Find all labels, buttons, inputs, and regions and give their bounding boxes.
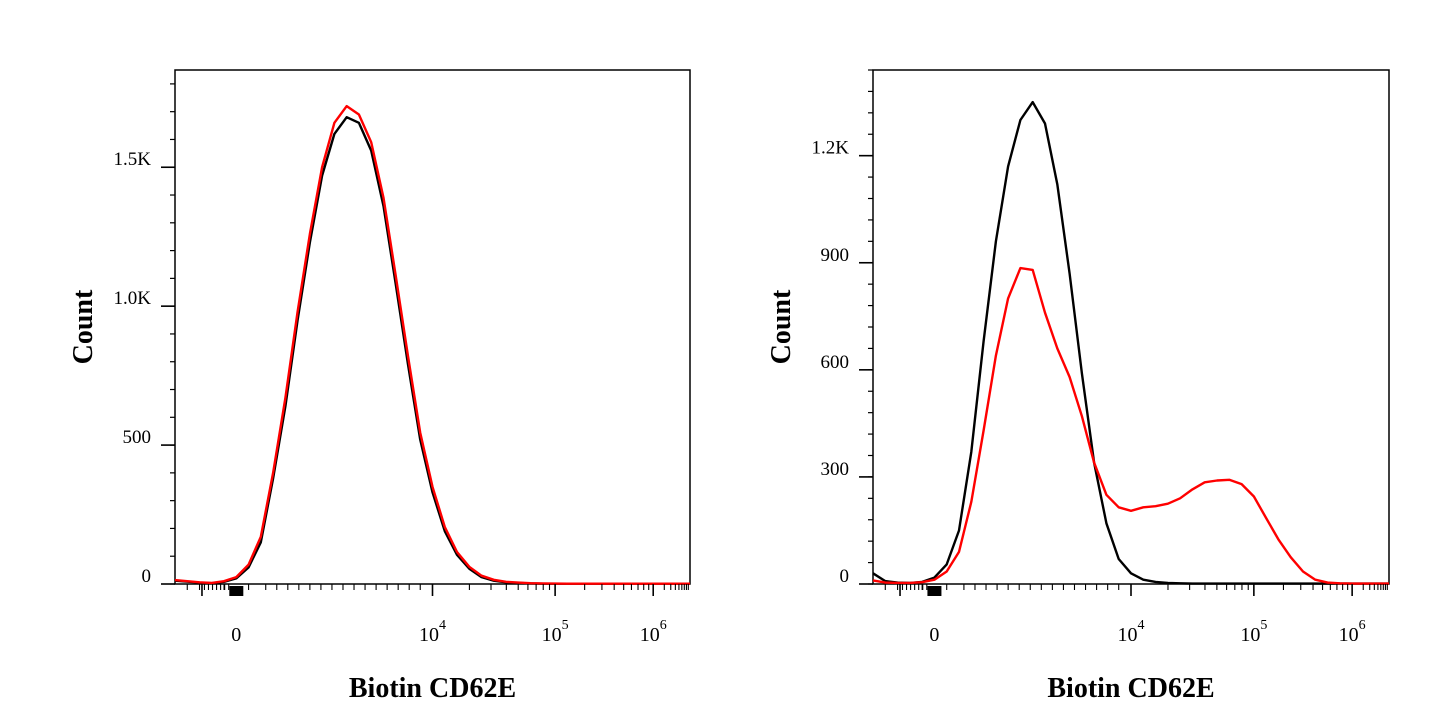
x-tick-label: 106 (640, 618, 667, 646)
y-tick-label: 1.2K (812, 138, 850, 159)
y-tick-label: 900 (821, 245, 850, 266)
x-axis-title: Biotin CD62E (1047, 673, 1214, 704)
x-tick-base: 0 (231, 624, 241, 646)
x-tick-exponent: 4 (439, 618, 446, 633)
stained-histogram-line (174, 104, 690, 585)
x-tick-base: 10 (419, 624, 439, 646)
plot-frame (872, 69, 1390, 585)
x-tick-label: 106 (1339, 618, 1366, 646)
x-tick-label: 104 (1118, 618, 1145, 646)
y-tick-label: 1.5K (114, 149, 152, 170)
x-axis-title: Biotin CD62E (349, 673, 516, 704)
zero-marker (927, 586, 942, 596)
x-tick-base: 10 (640, 624, 660, 646)
x-tick-label: 0 (231, 624, 241, 646)
x-tick-base: 10 (1240, 624, 1260, 646)
y-tick-label: 1.0K (114, 288, 152, 309)
x-tick-base: 10 (1118, 624, 1138, 646)
x-tick-base: 10 (1339, 624, 1359, 646)
x-tick-exponent: 5 (562, 618, 569, 633)
x-tick-label: 104 (419, 618, 446, 646)
y-tick-label: 600 (821, 352, 850, 373)
y-axis-title: Count (766, 289, 797, 364)
y-tick-label: 300 (821, 459, 850, 480)
x-tick-exponent: 4 (1138, 618, 1145, 633)
x-tick-label: 0 (929, 624, 939, 646)
x-tick-exponent: 5 (1260, 618, 1267, 633)
x-tick-base: 10 (542, 624, 562, 646)
x-tick-base: 0 (929, 624, 939, 646)
y-tick-label: 500 (123, 427, 152, 448)
y-tick-label: 0 (840, 566, 850, 587)
x-tick-exponent: 6 (660, 618, 667, 633)
stained-histogram-line (872, 266, 1389, 585)
y-axis-title: Count (68, 289, 99, 364)
zero-marker (229, 586, 244, 596)
x-tick-label: 105 (1240, 618, 1267, 646)
x-tick-label: 105 (542, 618, 569, 646)
plot-frame (174, 69, 691, 585)
x-tick-exponent: 6 (1359, 618, 1366, 633)
control-histogram-line (174, 115, 690, 585)
y-tick-label: 0 (142, 566, 152, 587)
